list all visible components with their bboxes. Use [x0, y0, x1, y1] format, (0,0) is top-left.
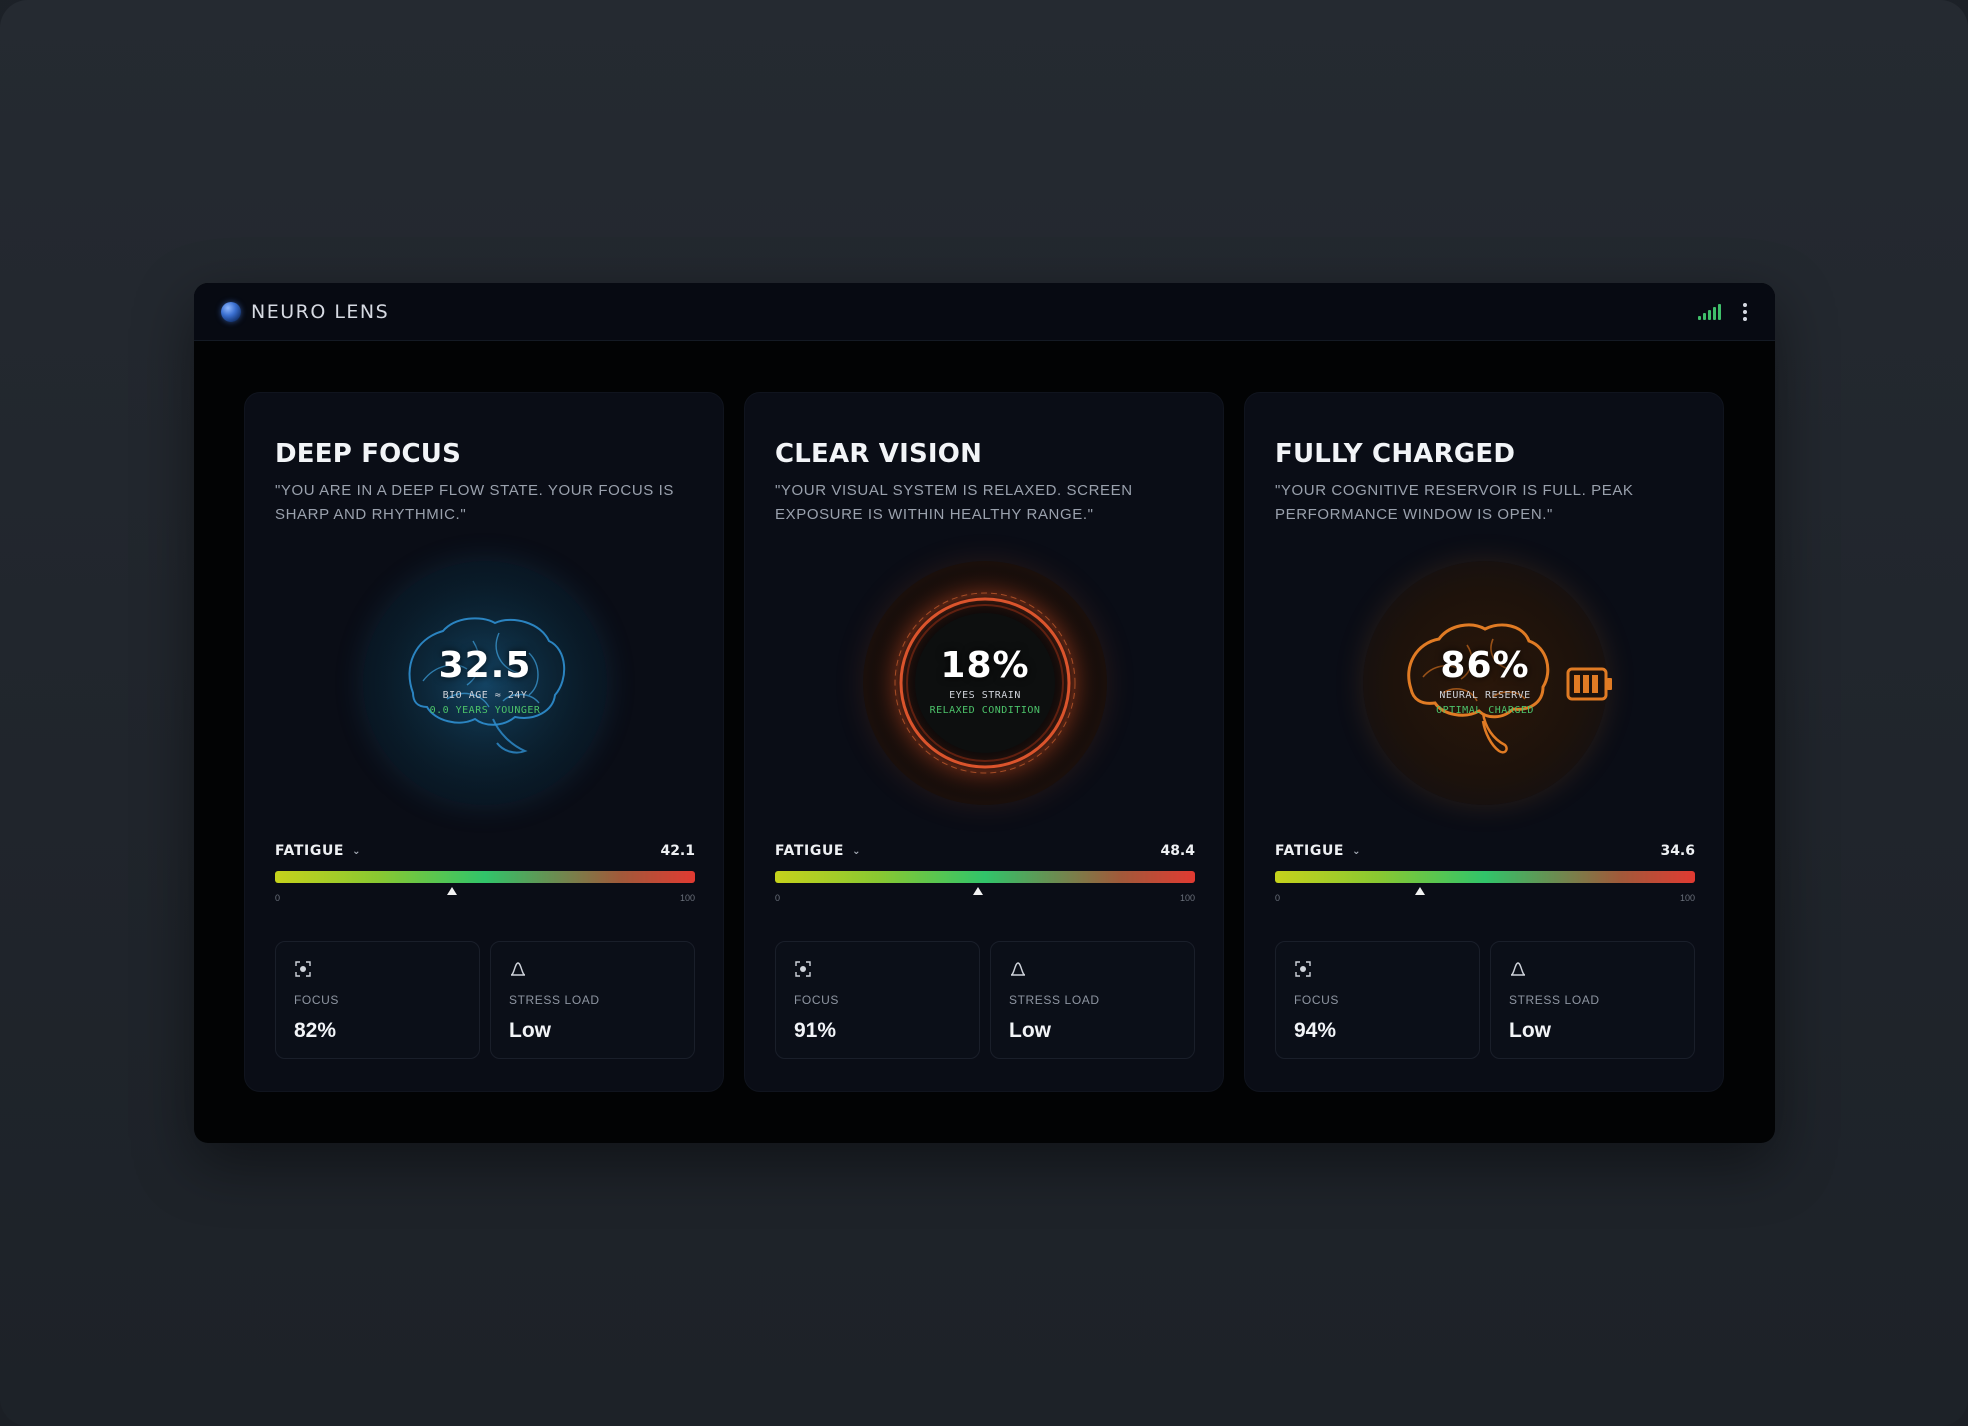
focus-icon — [1295, 961, 1311, 977]
fatigue-gradient-bar — [775, 871, 1195, 895]
stress-icon — [1010, 962, 1026, 976]
fatigue-value: 48.4 — [1160, 843, 1195, 859]
focus-label: FOCUS — [794, 993, 839, 1007]
fatigue-marker — [446, 887, 457, 895]
fatigue-marker — [1415, 887, 1426, 895]
card-title: CLEAR VISION — [775, 439, 983, 469]
scale-min: 0 — [275, 893, 281, 903]
focus-value: 91% — [794, 1019, 837, 1042]
neural-reserve-orb: 86% NEURAL RESERVE OPTIMAL CHARGED — [1363, 561, 1612, 805]
brain-icon — [375, 573, 595, 793]
chevron-down-icon: ⌄ — [852, 845, 862, 857]
fatigue-value: 34.6 — [1660, 843, 1695, 859]
neural-reserve-status: OPTIMAL CHARGED — [1436, 705, 1534, 716]
stress-value: Low — [1009, 1019, 1051, 1042]
neural-reserve-label: NEURAL RESERVE — [1439, 690, 1531, 701]
card-quote: "YOUR COGNITIVE RESERVOIR IS FULL. PEAK … — [1275, 482, 1634, 523]
stress-value: Low — [509, 1019, 551, 1042]
top-bar: NEURO LENS — [194, 283, 1775, 341]
card-quote: "YOUR VISUAL SYSTEM IS RELAXED. SCREEN E… — [775, 482, 1133, 523]
eye-ring-icon — [867, 565, 1103, 801]
focus-stat-tile[interactable]: FOCUS 91% — [775, 941, 980, 1059]
eye-strain-label: EYES STRAIN — [949, 690, 1021, 701]
bio-age-label: BIO AGE ≈ 24Y — [442, 690, 528, 701]
stress-value: Low — [1509, 1019, 1551, 1042]
focus-value: 94% — [1294, 1019, 1337, 1042]
more-options-icon[interactable] — [1739, 301, 1751, 323]
stress-stat-tile[interactable]: STRESS LOAD Low — [490, 941, 695, 1059]
card-clear-vision[interactable]: CLEAR VISION "YOUR VISUAL SYSTEM IS RELA… — [744, 392, 1224, 1092]
fatigue-label: FATIGUE — [775, 843, 845, 859]
stress-icon — [510, 962, 526, 976]
stats-row: FOCUS 91% STRESS LOAD Low — [775, 941, 1195, 1059]
scale-min: 0 — [775, 893, 781, 903]
focus-icon — [795, 961, 811, 977]
brain-battery-icon — [1407, 623, 1550, 754]
scale-max: 100 — [1179, 893, 1195, 903]
signal-strength-icon — [1698, 303, 1721, 320]
bio-age-value: 32.5 — [438, 645, 532, 686]
focus-label: FOCUS — [294, 993, 339, 1007]
scale-min: 0 — [1275, 893, 1281, 903]
eye-strain-orb: 18% EYES STRAIN RELAXED CONDITION — [863, 561, 1107, 805]
stress-label: STRESS LOAD — [509, 993, 600, 1007]
fatigue-gradient-bar — [275, 871, 695, 895]
scale-max: 100 — [1679, 893, 1695, 903]
eye-strain-value: 18% — [940, 645, 1030, 686]
focus-stat-tile[interactable]: FOCUS 82% — [275, 941, 480, 1059]
fatigue-label: FATIGUE — [1275, 843, 1345, 859]
fatigue-dropdown[interactable]: FATIGUE ⌄ — [775, 843, 861, 859]
fatigue-meter: FATIGUE ⌄ 34.6 0 100 — [1275, 843, 1695, 903]
cards-row: DEEP FOCUS "YOU ARE IN A DEEP FLOW STATE… — [244, 392, 1724, 1092]
fatigue-marker — [973, 887, 984, 895]
fatigue-label: FATIGUE — [275, 843, 345, 859]
stats-row: FOCUS 94% STRESS LOAD Low — [1275, 941, 1695, 1059]
card-title: DEEP FOCUS — [275, 439, 461, 469]
fatigue-dropdown[interactable]: FATIGUE ⌄ — [1275, 843, 1361, 859]
stress-label: STRESS LOAD — [1009, 993, 1100, 1007]
focus-stat-tile[interactable]: FOCUS 94% — [1275, 941, 1480, 1059]
scale-max: 100 — [679, 893, 695, 903]
focus-label: FOCUS — [1294, 993, 1339, 1007]
eye-strain-status: RELAXED CONDITION — [929, 705, 1041, 716]
stress-label: STRESS LOAD — [1509, 993, 1600, 1007]
neural-reserve-value: 86% — [1440, 645, 1530, 686]
card-title: FULLY CHARGED — [1275, 439, 1516, 469]
bio-age-orb: 32.5 BIO AGE ≈ 24Y 0.0 YEARS YOUNGER — [363, 561, 607, 805]
bio-age-status: 0.0 YEARS YOUNGER — [429, 705, 541, 716]
stress-stat-tile[interactable]: STRESS LOAD Low — [1490, 941, 1695, 1059]
focus-value: 82% — [294, 1019, 337, 1042]
stress-stat-tile[interactable]: STRESS LOAD Low — [990, 941, 1195, 1059]
battery-icon — [1566, 667, 1612, 701]
fatigue-value: 42.1 — [660, 843, 695, 859]
stats-row: FOCUS 82% STRESS LOAD Low — [275, 941, 695, 1059]
fatigue-dropdown[interactable]: FATIGUE ⌄ — [275, 843, 361, 859]
chevron-down-icon: ⌄ — [1352, 845, 1362, 857]
fatigue-meter: FATIGUE ⌄ 42.1 0 100 — [275, 843, 695, 903]
logo-icon — [221, 301, 241, 322]
focus-icon — [295, 961, 311, 977]
fatigue-gradient-bar — [1275, 871, 1695, 895]
stress-icon — [1510, 962, 1526, 976]
app-window: NEURO LENS DEEP FOCUS "YOU ARE IN A DEEP… — [194, 283, 1775, 1143]
card-quote: "YOU ARE IN A DEEP FLOW STATE. YOUR FOCU… — [275, 482, 675, 523]
chevron-down-icon: ⌄ — [352, 845, 362, 857]
fatigue-meter: FATIGUE ⌄ 48.4 0 100 — [775, 843, 1195, 903]
card-deep-focus[interactable]: DEEP FOCUS "YOU ARE IN A DEEP FLOW STATE… — [244, 392, 724, 1092]
app-title: NEURO LENS — [251, 300, 390, 323]
card-fully-charged[interactable]: FULLY CHARGED "YOUR COGNITIVE RESERVOIR … — [1244, 392, 1724, 1092]
